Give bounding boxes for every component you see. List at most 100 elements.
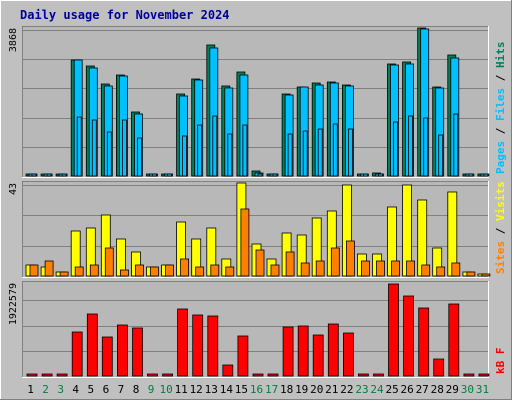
x-tick-label-day-26: 26 <box>400 383 413 396</box>
x-tick-label-day-13: 13 <box>205 383 218 396</box>
x-tick-label-day-31: 31 <box>476 383 489 396</box>
bar-pages-day-9 <box>152 173 157 177</box>
legend-separator: / <box>494 68 507 88</box>
x-axis-labels: 1 2 3 4 5 6 7 8 9 10 11 12 13 14 15 16 17 18 19 20 21 22 23 24 2… <box>27 383 489 396</box>
x-tick-label-day-20: 20 <box>310 383 323 396</box>
bar-sites-day-7 <box>120 269 129 277</box>
bar-kb-f-day-9 <box>147 373 158 377</box>
x-tick-label-day-27: 27 <box>416 383 429 396</box>
legend-hits: Hits <box>494 42 507 69</box>
legend-visits_sites: Sites / Visits <box>494 181 507 274</box>
bar-sites-day-17 <box>270 264 280 277</box>
legend-sites: Sites <box>494 241 507 274</box>
x-tick-label-day-14: 14 <box>220 383 234 396</box>
bar-pages-day-22 <box>347 128 353 177</box>
bar-kb-f-day-12 <box>192 314 204 377</box>
x-tick-label-day-29: 29 <box>446 383 459 396</box>
bar-pages-day-27 <box>423 117 429 177</box>
bar-pages-day-16 <box>257 173 263 177</box>
bar-kb-f-day-4 <box>71 331 83 377</box>
bar-pages-day-10 <box>167 173 173 177</box>
bar-kb-f-day-15 <box>237 335 249 377</box>
bar-sites-day-22 <box>345 240 355 277</box>
x-tick-label-day-30: 30 <box>461 383 474 396</box>
bar-kb-f-day-25 <box>388 283 399 377</box>
bar-pages-day-3 <box>61 173 67 177</box>
bar-pages-day-6 <box>106 131 112 177</box>
bar-kb-f-day-21 <box>327 323 339 377</box>
bar-sites-day-23 <box>360 260 370 277</box>
bar-sites-day-12 <box>195 266 205 277</box>
bar-pages-day-4 <box>76 116 82 177</box>
bar-kb-f-day-24 <box>373 373 384 377</box>
bar-kb-f-day-2 <box>41 373 53 377</box>
bar-sites-day-18 <box>285 251 295 277</box>
bar-pages-day-31 <box>483 173 489 177</box>
bar-kb-f-day-30 <box>463 373 475 377</box>
bar-kb-f-day-29 <box>448 303 460 377</box>
bar-sites-day-1 <box>29 264 39 277</box>
panel-visits_sites: 43 Sites / Visits <box>8 181 507 278</box>
bar-sites-day-3 <box>59 271 69 277</box>
x-tick-label-day-28: 28 <box>431 383 444 396</box>
bar-pages-day-25 <box>393 121 398 177</box>
bar-kb-f-day-13 <box>207 315 219 377</box>
bar-sites-day-27 <box>421 264 431 277</box>
bar-pages-day-26 <box>408 115 414 177</box>
bar-kb-f-day-18 <box>282 326 294 377</box>
y-axis-max-label: 43 <box>8 183 19 195</box>
x-tick-label-day-3: 3 <box>57 383 64 396</box>
bar-sites-day-15 <box>240 208 250 277</box>
bar-sites-day-10 <box>165 264 175 277</box>
bar-pages-day-13 <box>212 115 218 177</box>
x-tick-label-day-4: 4 <box>72 383 79 396</box>
bar-sites-day-24 <box>376 260 385 277</box>
bar-sites-day-16 <box>255 249 265 277</box>
bar-sites-day-21 <box>330 247 340 277</box>
panel-kbytes: 1922579 kB F <box>8 281 507 378</box>
bar-kb-f-day-23 <box>357 373 369 377</box>
bar-pages-day-23 <box>362 173 368 177</box>
bar-sites-day-19 <box>300 262 310 277</box>
legend-kb-f: kB F <box>494 348 507 375</box>
x-tick-label-day-5: 5 <box>87 383 94 396</box>
legend-files: Files <box>494 88 507 121</box>
bar-sites-day-9 <box>150 266 159 277</box>
x-tick-label-day-16: 16 <box>250 383 263 396</box>
bar-sites-day-2 <box>44 260 54 277</box>
bar-kb-f-day-22 <box>342 332 354 377</box>
bar-sites-day-14 <box>225 266 235 277</box>
bar-kb-f-day-11 <box>177 308 189 377</box>
bar-sites-day-6 <box>104 247 114 277</box>
bar-kb-f-day-27 <box>418 307 430 377</box>
bar-pages-day-18 <box>287 133 293 177</box>
bar-pages-day-28 <box>438 134 444 177</box>
bar-sites-day-25 <box>391 260 400 277</box>
bar-pages-day-29 <box>453 113 459 177</box>
x-tick-label-day-6: 6 <box>103 383 110 396</box>
legend-hits_files_pages: Pages / Files / Hits <box>494 42 507 175</box>
bar-sites-day-26 <box>406 260 416 277</box>
bar-pages-day-17 <box>272 173 278 177</box>
bar-kb-f-day-3 <box>56 373 68 377</box>
legend-separator: / <box>494 221 507 241</box>
y-axis-max-label: 1922579 <box>8 283 19 325</box>
bar-kb-f-day-1 <box>26 373 38 377</box>
bar-sites-day-20 <box>315 260 325 277</box>
x-tick-label-day-21: 21 <box>325 383 338 396</box>
x-tick-label-day-15: 15 <box>235 383 248 396</box>
bar-pages-day-24 <box>378 173 383 177</box>
legend-separator: / <box>494 121 507 141</box>
bar-pages-day-11 <box>182 135 188 177</box>
legend-kbytes: kB F <box>494 348 507 375</box>
bar-kb-f-day-20 <box>312 334 324 377</box>
panel-hits_files_pages: 3868 Pages / Files / Hits <box>8 26 507 178</box>
bar-sites-day-29 <box>451 262 461 277</box>
bar-pages-day-5 <box>91 119 97 177</box>
bar-sites-day-30 <box>466 271 476 277</box>
x-tick-label-day-2: 2 <box>42 383 49 396</box>
x-tick-label-day-23: 23 <box>355 383 368 396</box>
chart-panels: 3868 Pages / Files / Hits 43 Sites / Visits… <box>8 26 507 378</box>
x-tick-label-day-12: 12 <box>190 383 203 396</box>
bar-sites-day-5 <box>89 264 99 277</box>
